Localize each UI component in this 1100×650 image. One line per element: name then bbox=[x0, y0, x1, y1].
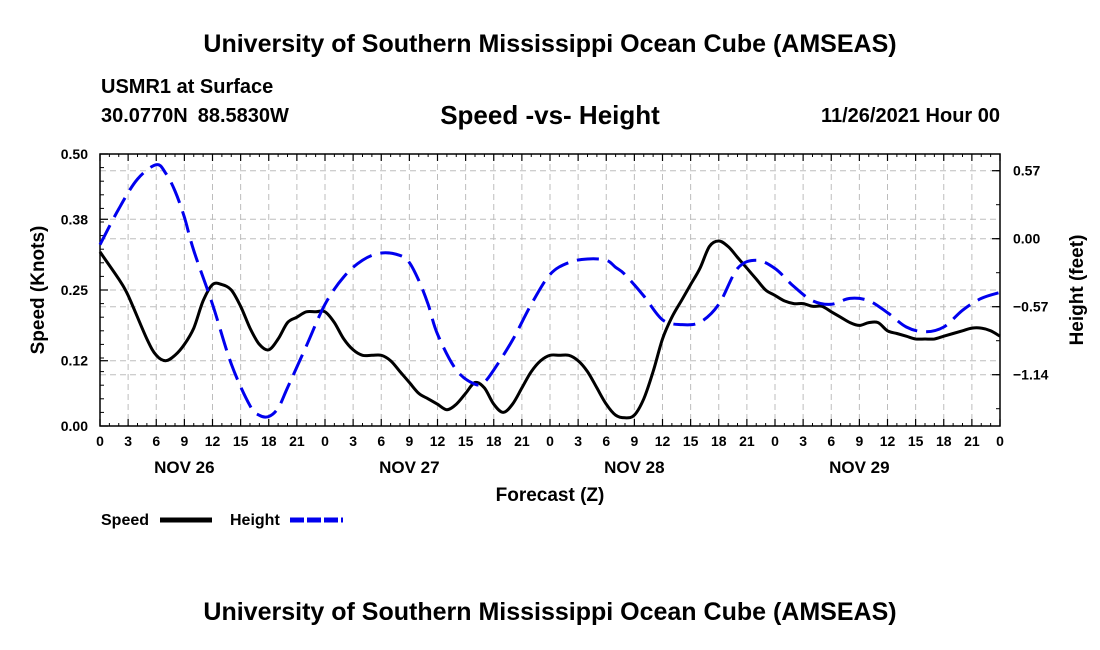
x-tick-label: 6 bbox=[377, 433, 385, 449]
x-tick-label: 3 bbox=[574, 433, 582, 449]
x-tick-label: 6 bbox=[827, 433, 835, 449]
x-tick-label: 9 bbox=[180, 433, 188, 449]
x-tick-label: 6 bbox=[602, 433, 610, 449]
x-tick-label: 0 bbox=[996, 433, 1004, 449]
x-tick-label: 15 bbox=[908, 433, 924, 449]
x-axis-title: Forecast (Z) bbox=[496, 485, 605, 506]
x-tick-label: 18 bbox=[486, 433, 502, 449]
chart-title: University of Southern Mississippi Ocean… bbox=[203, 30, 897, 58]
y-left-tick-label: 0.50 bbox=[61, 146, 88, 162]
x-tick-label: 3 bbox=[124, 433, 132, 449]
longitude: 88.5830W bbox=[197, 105, 289, 127]
series-layer bbox=[98, 163, 1001, 420]
coordinates: 30.0770N 88.5830W bbox=[101, 105, 289, 128]
y-right-axis-title: Height (feet) bbox=[1067, 235, 1088, 346]
x-tick-label: 6 bbox=[152, 433, 160, 449]
y-right-tick-label: −1.14 bbox=[1013, 367, 1049, 383]
x-tick-label: 15 bbox=[458, 433, 474, 449]
axis-labels: 0 3 6 9 12 15 18 21 0 3 6 9 12 15 18 21 0 3 6 9 12 15 18 21 0 3 6 9… bbox=[28, 146, 1088, 506]
x-tick-label: 15 bbox=[683, 433, 699, 449]
day-label: NOV 27 bbox=[379, 458, 439, 477]
y-right-tick-label: 0.00 bbox=[1013, 231, 1040, 247]
x-tick-label: 0 bbox=[321, 433, 329, 449]
x-tick-label: 21 bbox=[514, 433, 530, 449]
series-line-height bbox=[98, 163, 1001, 419]
x-tick-label: 12 bbox=[880, 433, 896, 449]
x-tick-label: 0 bbox=[546, 433, 554, 449]
chart-subtitle: Speed -vs- Height bbox=[440, 100, 660, 130]
x-tick-label: 18 bbox=[936, 433, 952, 449]
footer-title: University of Southern Mississippi Ocean… bbox=[203, 598, 897, 626]
legend-label-speed: Speed bbox=[101, 512, 149, 529]
y-left-tick-label: 0.12 bbox=[61, 353, 88, 369]
latitude: 30.0770N bbox=[101, 105, 188, 127]
x-tick-label: 3 bbox=[799, 433, 807, 449]
x-tick-label: 18 bbox=[711, 433, 727, 449]
x-tick-label: 12 bbox=[430, 433, 446, 449]
y-right-tick-label: −0.57 bbox=[1013, 299, 1049, 315]
forecast-datetime: 11/26/2021 Hour 00 bbox=[820, 105, 1000, 127]
x-tick-label: 21 bbox=[289, 433, 305, 449]
y-right-tick-label: 0.57 bbox=[1013, 163, 1040, 179]
series-line-speed bbox=[98, 239, 1001, 420]
x-tick-label: 9 bbox=[630, 433, 638, 449]
y-left-tick-label: 0.00 bbox=[61, 418, 88, 434]
x-tick-label: 12 bbox=[655, 433, 671, 449]
x-tick-label: 0 bbox=[96, 433, 104, 449]
axis-ticks bbox=[99, 153, 1001, 427]
day-label: NOV 28 bbox=[604, 458, 664, 477]
x-tick-label: 15 bbox=[233, 433, 249, 449]
x-tick-label: 21 bbox=[739, 433, 755, 449]
x-tick-label: 3 bbox=[349, 433, 357, 449]
y-left-axis-title: Speed (Knots) bbox=[28, 226, 49, 355]
y-left-tick-label: 0.38 bbox=[61, 211, 88, 227]
day-label: NOV 26 bbox=[154, 458, 214, 477]
y-left-tick-label: 0.25 bbox=[61, 282, 88, 298]
x-tick-label: 9 bbox=[405, 433, 413, 449]
day-label: NOV 29 bbox=[829, 458, 889, 477]
x-tick-label: 21 bbox=[964, 433, 980, 449]
x-tick-label: 18 bbox=[261, 433, 277, 449]
legend: Speed Height bbox=[101, 512, 343, 529]
x-tick-label: 12 bbox=[205, 433, 221, 449]
legend-label-height: Height bbox=[230, 512, 280, 529]
grid bbox=[100, 154, 1000, 426]
station-label: USMR1 at Surface bbox=[101, 76, 274, 98]
x-tick-label: 9 bbox=[855, 433, 863, 449]
x-tick-label: 0 bbox=[771, 433, 779, 449]
